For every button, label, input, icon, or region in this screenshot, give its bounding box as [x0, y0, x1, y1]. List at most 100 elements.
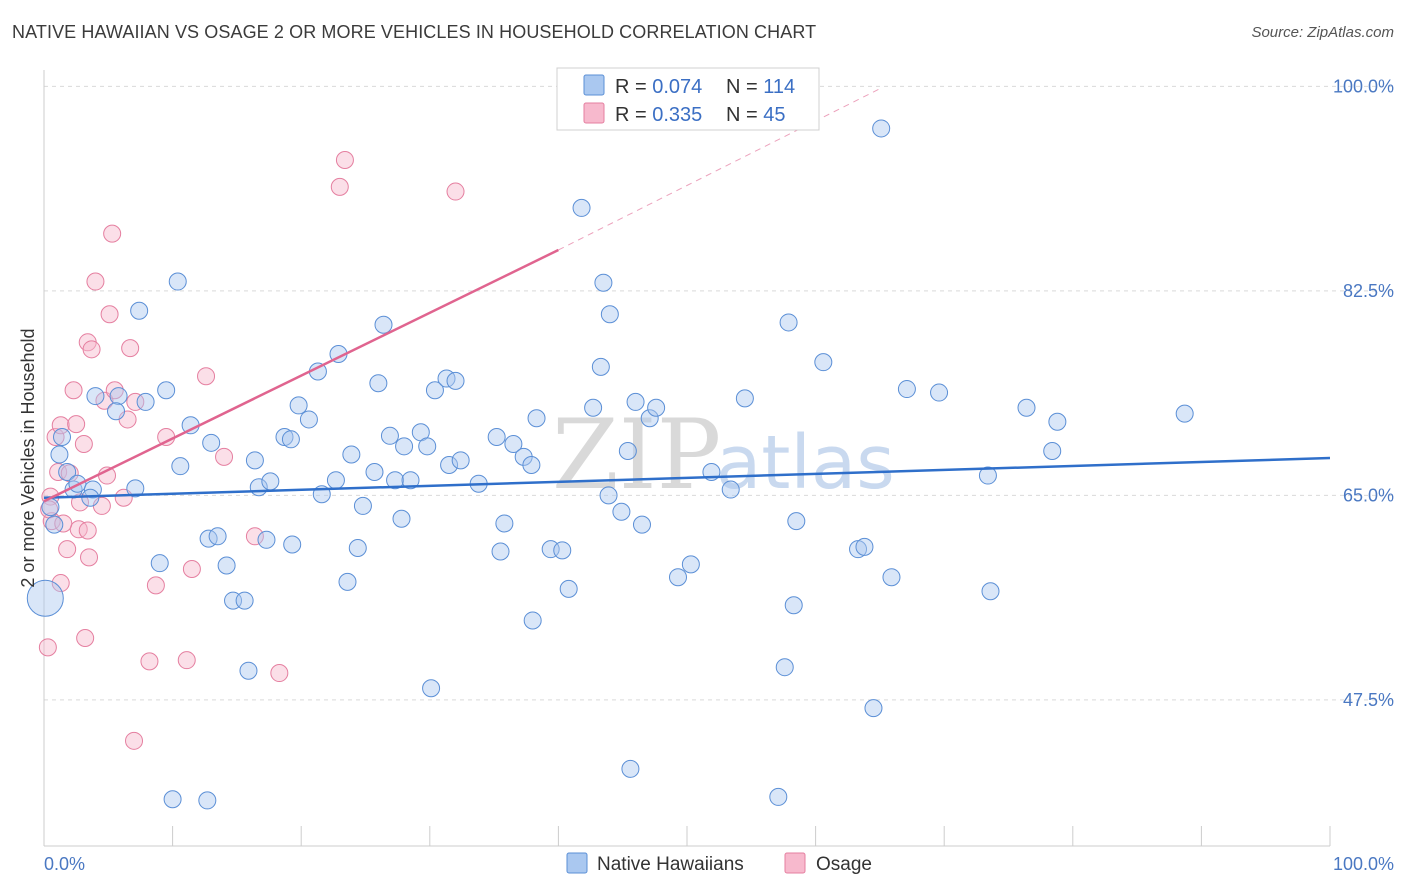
- native-hawaiians-point: [418, 437, 437, 456]
- native-hawaiians-point: [541, 540, 560, 559]
- native-hawaiians-point: [647, 398, 666, 417]
- osage-point: [38, 638, 57, 657]
- legend-r-value-1: 0.074: [652, 76, 702, 98]
- osage-point: [54, 514, 73, 533]
- osage-point: [335, 150, 354, 169]
- bottom-legend: Native Hawaiians Osage: [566, 852, 872, 875]
- native-hawaiians-point: [401, 471, 420, 490]
- native-hawaiians-point: [440, 456, 459, 475]
- legend-r-label-2: R =: [615, 104, 652, 126]
- native-hawaiians-point: [281, 430, 300, 449]
- osage-point: [74, 434, 93, 453]
- legend: R = 0.074 N = 114 R = 0.335 N = 45: [556, 67, 820, 131]
- native-hawaiians-point: [495, 514, 514, 533]
- native-hawaiians-point: [681, 555, 700, 574]
- osage-point: [126, 392, 145, 411]
- native-hawaiians-point: [425, 381, 444, 400]
- native-hawaiians-point: [208, 527, 227, 546]
- native-hawaiians-point: [338, 572, 357, 591]
- bottom-legend-label-native-hawaiians: Native Hawaiians: [597, 854, 744, 875]
- native-hawaiians-point: [553, 541, 572, 560]
- native-hawaiians-point: [872, 119, 891, 138]
- osage-point: [270, 664, 289, 683]
- svg-text:N = 45: N = 45: [726, 104, 786, 126]
- native-hawaiians-point: [487, 427, 506, 446]
- legend-r-label-1: R =: [615, 76, 652, 98]
- osage-point: [86, 272, 105, 291]
- osage-point: [100, 305, 119, 324]
- bottom-legend-swatch-osage: [784, 852, 806, 874]
- native-hawaiians-point: [261, 472, 280, 491]
- legend-r-value-2: 0.335: [652, 104, 702, 126]
- native-hawaiians-point: [126, 479, 145, 498]
- osage-point: [330, 177, 349, 196]
- native-hawaiians-point: [451, 451, 470, 470]
- osage-point: [51, 416, 70, 435]
- native-hawaiians-point: [217, 556, 236, 575]
- native-hawaiians-point: [422, 679, 441, 698]
- watermark-zip: ZIP: [552, 399, 721, 511]
- native-hawaiians-point: [626, 392, 645, 411]
- osage-point: [245, 527, 264, 546]
- osage-point: [67, 415, 86, 434]
- native-hawaiians-point: [599, 486, 618, 505]
- legend-n-label-1: N =: [726, 76, 763, 98]
- svg-text:N = 114: N = 114: [726, 76, 795, 98]
- native-hawaiians-point: [721, 480, 740, 499]
- native-hawaiians-point: [168, 272, 187, 291]
- native-hawaiians-point: [1043, 441, 1062, 460]
- native-hawaiians-point: [58, 463, 77, 482]
- osage-point: [182, 560, 201, 579]
- native-hawaiians-point: [289, 396, 308, 415]
- osage-point: [125, 731, 144, 750]
- native-hawaiians-point: [522, 456, 541, 475]
- native-hawaiians-point: [171, 457, 190, 476]
- native-hawaiians-point: [769, 787, 788, 806]
- native-hawaiians-point: [157, 381, 176, 400]
- osage-point: [103, 224, 122, 243]
- native-hawaiians-point: [239, 661, 258, 680]
- native-hawaiians-point: [559, 579, 578, 598]
- osage-point: [69, 520, 88, 539]
- osage-point: [64, 381, 83, 400]
- osage-point: [177, 651, 196, 670]
- y-axis-tick-labels: 47.5% 65.0% 82.5% 100.0%: [1333, 76, 1394, 710]
- native-hawaiians-point: [897, 380, 916, 399]
- bottom-legend-label-osage: Osage: [816, 854, 872, 875]
- osage-trend-line-extension: [558, 88, 881, 251]
- native-hawaiians-point: [299, 410, 318, 429]
- native-hawaiians-point: [202, 433, 221, 452]
- native-hawaiians-point: [855, 537, 874, 556]
- gridlines: [44, 85, 1392, 701]
- osage-point: [80, 548, 99, 567]
- osage-point: [78, 521, 97, 540]
- native-hawaiians-point: [735, 389, 754, 408]
- native-hawaiians-point: [668, 568, 687, 587]
- y-tick-label: 100.0%: [1333, 76, 1394, 96]
- native-hawaiians-point: [523, 611, 542, 630]
- native-hawaiians-point: [235, 591, 254, 610]
- native-hawaiians-point: [107, 402, 126, 421]
- native-hawaiians-point: [386, 471, 405, 490]
- native-hawaiians-point: [594, 273, 613, 292]
- native-hawaiians-point: [45, 515, 64, 534]
- native-hawaiians-point: [779, 313, 798, 332]
- osage-point: [58, 540, 77, 559]
- osage-point: [140, 652, 159, 671]
- native-hawaiians-point: [864, 699, 883, 718]
- native-hawaiians-point: [53, 427, 72, 446]
- trend-lines: [43, 88, 1331, 503]
- native-hawaiians-point: [621, 759, 640, 778]
- native-hawaiians-point: [395, 437, 414, 456]
- native-hawaiians-point: [353, 496, 372, 515]
- legend-swatch-native-hawaiians: [583, 74, 605, 96]
- native-hawaiians-point: [981, 582, 1000, 601]
- native-hawaiians-point: [1048, 412, 1067, 431]
- native-hawaiians-point: [380, 426, 399, 445]
- native-hawaiians-points: [26, 119, 1194, 810]
- native-hawaiians-point: [257, 530, 276, 549]
- native-hawaiians-point: [930, 383, 949, 402]
- native-hawaiians-point: [814, 353, 833, 372]
- osage-point: [215, 447, 234, 466]
